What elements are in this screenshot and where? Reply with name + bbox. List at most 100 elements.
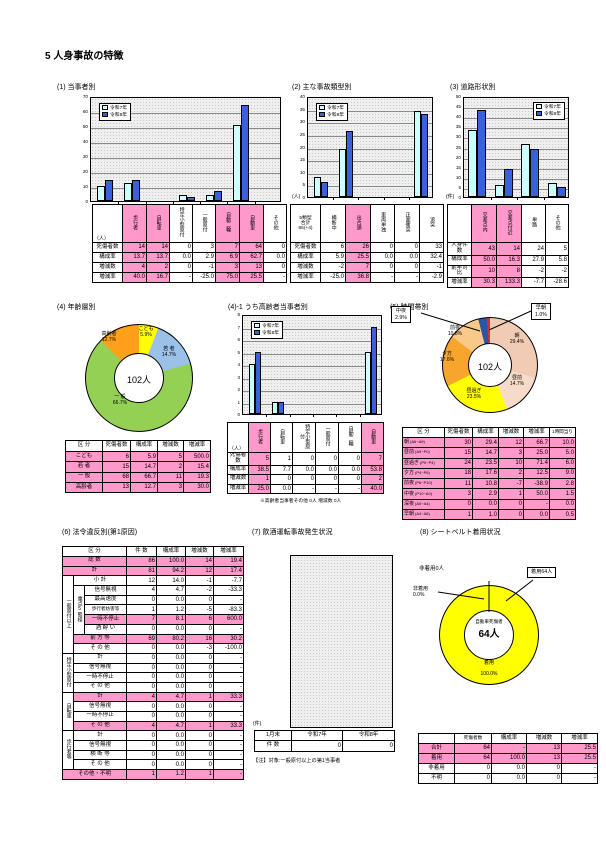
cell: 0 bbox=[185, 681, 215, 693]
cell: 増減率 bbox=[290, 272, 321, 283]
row-label-range: (P10~A0) bbox=[415, 490, 433, 496]
y-axis-label: 2 bbox=[237, 387, 240, 392]
cell: 8 bbox=[496, 264, 522, 279]
road-shape-bar-chart: 令和7年 令和8年 bbox=[463, 97, 569, 200]
cell: 32.4 bbox=[419, 252, 444, 263]
bar-令和8年-交差点付近 bbox=[503, 168, 513, 197]
cell: 0.0 bbox=[491, 773, 527, 784]
gridline bbox=[464, 148, 568, 150]
bar-令和8年-歩行者 bbox=[254, 351, 261, 414]
row-label-range: (A9~P0) bbox=[415, 449, 430, 455]
cell: 66.7 bbox=[130, 471, 158, 483]
cell: 5.0 bbox=[549, 447, 576, 459]
gridline bbox=[243, 391, 381, 392]
cell: 1.5 bbox=[549, 488, 576, 500]
cell: - bbox=[213, 740, 245, 751]
seatbelt-nonuse-label: 非着用 0.0% bbox=[413, 586, 429, 599]
cell: 1.2 bbox=[156, 604, 187, 616]
gridline bbox=[464, 108, 568, 110]
party-bar-chart: 令和7年 令和8年 bbox=[90, 97, 281, 204]
legend-swatch bbox=[535, 111, 542, 116]
cell: -33.3 bbox=[213, 585, 245, 596]
cell: こども bbox=[65, 450, 103, 463]
cell: 0 bbox=[126, 662, 158, 674]
gridline bbox=[243, 328, 381, 330]
y-axis-label: 3 bbox=[237, 374, 240, 380]
y-axis-label: 60 bbox=[82, 109, 88, 114]
cell: 13 bbox=[526, 753, 562, 764]
section-3-title: (3) 道路形状別 bbox=[450, 84, 496, 91]
cell: 9.0 bbox=[549, 467, 576, 480]
header-cell: （人） bbox=[227, 422, 249, 453]
cell: -7 bbox=[498, 478, 524, 490]
gridline bbox=[464, 118, 568, 120]
y-axis-label: 40 bbox=[82, 139, 88, 144]
cell: 86 bbox=[126, 556, 158, 567]
cell: 2.9 bbox=[192, 252, 216, 263]
cell: 0 bbox=[126, 759, 158, 771]
header-cell: 特定小型原付 bbox=[292, 422, 316, 453]
cell: 50.0 bbox=[471, 254, 497, 266]
x-axis-tick bbox=[145, 201, 147, 204]
cell: 100.0 bbox=[156, 556, 187, 567]
header-cell: 交差点付近 bbox=[496, 204, 522, 243]
cell: 中夜(P10~A0) bbox=[402, 488, 445, 500]
cell: 0.0 bbox=[292, 464, 316, 476]
cell: 15 bbox=[444, 447, 473, 459]
cell: 4.7 bbox=[156, 720, 187, 732]
cell: - bbox=[561, 763, 598, 774]
seatbelt-use-callout: 着用64人 bbox=[527, 567, 557, 578]
cell: 100.0 bbox=[491, 753, 527, 764]
vertical-header-text: 自転車 bbox=[279, 428, 286, 444]
cell: 30.0 bbox=[183, 481, 211, 494]
cell: 14 bbox=[122, 242, 147, 253]
cell: 14 bbox=[185, 556, 215, 567]
header-cell: 車両単独 bbox=[370, 204, 395, 243]
cell: 36.8 bbox=[345, 272, 371, 283]
bar-令和8年-自動車 bbox=[371, 326, 378, 414]
y-axis-label: 10 bbox=[299, 169, 305, 175]
cell: 死傷者数 bbox=[290, 242, 321, 253]
cell: 0 bbox=[126, 730, 158, 742]
cell: 信号無視 bbox=[72, 701, 128, 712]
header-cell: 自動車 bbox=[361, 422, 384, 453]
gridline bbox=[464, 128, 568, 130]
bar-令和7年-一般原付 bbox=[178, 195, 187, 201]
cell: 64 bbox=[454, 743, 492, 754]
cell: - bbox=[491, 743, 527, 754]
cell: 最高速度 bbox=[83, 594, 128, 606]
header-cell: 構成率 bbox=[156, 546, 187, 557]
cell: 0.0 bbox=[523, 509, 550, 521]
cell: 6 bbox=[320, 242, 346, 253]
elderly-footnote: ※高齢者当事者その他 0人 増減数 0人 bbox=[260, 499, 342, 504]
cell: - bbox=[523, 498, 550, 511]
cell: 62.7 bbox=[239, 252, 264, 263]
cell: - bbox=[370, 272, 395, 283]
cell: - bbox=[213, 759, 245, 771]
cell: 構成率 bbox=[92, 252, 123, 263]
cell: 1 bbox=[444, 509, 473, 521]
section-4-1-title: (4)-1 うち高齢者当事者別 bbox=[228, 304, 308, 311]
cell: 0.0 bbox=[549, 498, 576, 511]
cell: 10 bbox=[471, 264, 497, 279]
y-axis-label: 10 bbox=[455, 174, 461, 180]
cell: 25.5 bbox=[561, 753, 598, 764]
cell: 0.0 bbox=[156, 672, 187, 683]
cell: 0 bbox=[169, 242, 193, 253]
cell: 深夜(A0~A4) bbox=[402, 498, 445, 511]
table-by-accident-type: 5類型 合計 65(+4) 横断中 出合頭 車両単独 正面衝突 追突 死傷者数 6 26 0 0 33… bbox=[290, 204, 444, 283]
header-cell: 追突 bbox=[419, 204, 444, 243]
cell: - bbox=[315, 483, 339, 495]
y-axis-label: 20 bbox=[455, 154, 461, 160]
cell: -28.6 bbox=[545, 277, 569, 289]
gridline bbox=[308, 135, 432, 137]
y-axis-label: 40 bbox=[455, 114, 461, 120]
cell: 計 bbox=[72, 652, 128, 664]
cell: 0 bbox=[444, 498, 473, 511]
header-cell: 横断中 bbox=[320, 204, 346, 243]
bar-令和7年-その他 bbox=[547, 182, 557, 197]
cell: 0.0 bbox=[315, 464, 339, 476]
header-cell: 歩行者 bbox=[122, 204, 147, 243]
cell: 前 方 等 bbox=[72, 633, 128, 645]
cell: -3 bbox=[185, 643, 215, 654]
